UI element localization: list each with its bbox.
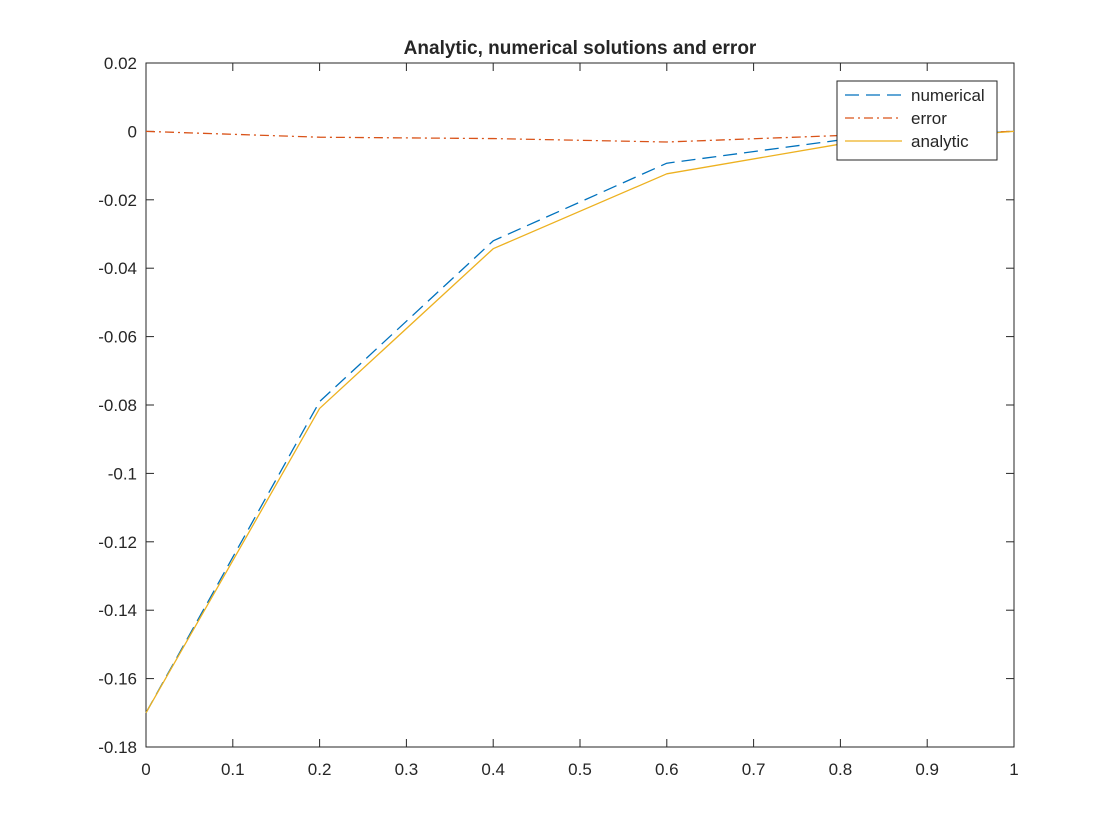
y-tick-label: -0.12	[98, 533, 137, 552]
x-tick-label: 0.7	[742, 760, 766, 779]
y-tick-label: 0	[128, 122, 137, 141]
legend-label-error: error	[911, 109, 947, 128]
y-tick-label: -0.04	[98, 259, 137, 278]
x-tick-label: 0.1	[221, 760, 245, 779]
y-tick-label: -0.1	[108, 464, 137, 483]
y-tick-label: -0.16	[98, 670, 137, 689]
x-tick-label: 0.5	[568, 760, 592, 779]
y-tick-label: 0.02	[104, 54, 137, 73]
x-tick-label: 0.4	[481, 760, 505, 779]
x-tick-label: 0.9	[915, 760, 939, 779]
y-tick-label: -0.08	[98, 396, 137, 415]
y-tick-label: -0.02	[98, 191, 137, 210]
x-tick-label: 0.8	[829, 760, 853, 779]
legend-label-numerical: numerical	[911, 86, 985, 105]
legend-label-analytic: analytic	[911, 132, 969, 151]
chart-title: Analytic, numerical solutions and error	[404, 38, 757, 59]
x-tick-label: 0.6	[655, 760, 679, 779]
legend-box	[836, 80, 998, 161]
x-tick-label: 1	[1009, 760, 1018, 779]
legend: numerical error analytic	[836, 80, 998, 161]
x-tick-label: 0.2	[308, 760, 332, 779]
y-tick-label: -0.06	[98, 328, 137, 347]
x-tick-label: 0	[141, 760, 150, 779]
y-tick-label: -0.18	[98, 738, 137, 757]
y-tick-label: -0.14	[98, 601, 137, 620]
x-tick-label: 0.3	[395, 760, 419, 779]
